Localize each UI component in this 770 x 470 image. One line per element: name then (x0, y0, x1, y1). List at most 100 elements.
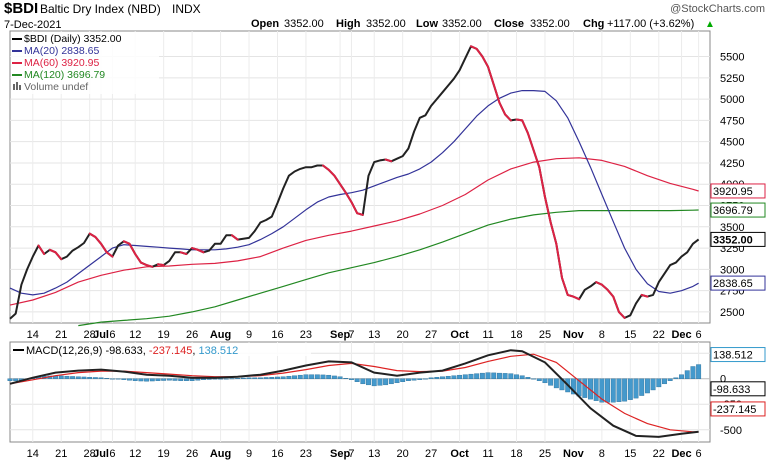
macd-legend-part: -98.633 (102, 345, 142, 357)
x-tick-label: Oct (450, 448, 469, 460)
chg-value: +117.00 (+3.62%) (607, 18, 694, 30)
macd-histogram-bar (320, 374, 326, 379)
price-down-segment (504, 113, 512, 122)
macd-histogram-bar (195, 378, 201, 381)
x-tick-label: Aug (210, 329, 231, 341)
macd-histogram-bar (371, 378, 377, 387)
macd-histogram-bar (132, 378, 138, 381)
macd-histogram-bar (593, 378, 599, 401)
price-tick-label: 4500 (720, 137, 744, 149)
price-down-segment (128, 242, 137, 256)
macd-histogram-bar (696, 364, 702, 379)
price-tick-label: 2500 (720, 307, 744, 319)
macd-histogram-bar (104, 378, 110, 379)
macd-line (9, 349, 699, 438)
macd-histogram-bar (377, 378, 383, 386)
x-tick-label: 23 (300, 329, 312, 341)
macd-histogram-bar (64, 375, 70, 379)
price-down-segment (555, 242, 564, 279)
macd-histogram-bar (81, 376, 87, 379)
macd-grid (10, 342, 710, 442)
macd-histogram-bar (656, 378, 662, 388)
price-down-segment (492, 83, 501, 104)
price-down-segment (122, 240, 131, 245)
macd-histogram-bar (275, 376, 280, 379)
macd-histogram-bar (349, 378, 354, 380)
macd-histogram-bar (519, 375, 525, 379)
close-value: 3352.00 (530, 18, 570, 30)
price-down-segment (350, 201, 359, 215)
macd-histogram-bar (149, 378, 155, 382)
volume-icon (13, 84, 15, 90)
x-tick-label: 14 (27, 448, 39, 460)
series-line-ma-60- (9, 157, 699, 306)
macd-histogram-bar (605, 378, 611, 403)
price-tick-label: 5000 (720, 94, 744, 106)
price-down-segment (333, 174, 342, 186)
macd-histogram-bar (109, 378, 115, 380)
macd-histogram-bar (212, 378, 218, 380)
price-down-segment (481, 55, 490, 68)
price-down-segment (538, 166, 546, 199)
open-label: Open (251, 18, 279, 30)
macd-histogram-bar (235, 378, 241, 379)
macd-histogram-bar (468, 373, 474, 379)
high-label: High (336, 18, 361, 30)
macd-histogram-bar (479, 372, 485, 379)
price-down-segment (145, 264, 154, 268)
macd-legend-text: MACD(12,26,9) -98.633, -237.145, 138.512 (26, 345, 238, 357)
x-tick-label: Sep (330, 329, 350, 341)
x-tick-label: 21 (55, 329, 67, 341)
price-tick-label: 4750 (720, 115, 744, 127)
macd-histogram-bar (650, 378, 656, 391)
price-down-segment (612, 295, 620, 313)
macd-histogram-bar (337, 376, 343, 379)
x-tick-label: Oct (450, 329, 469, 341)
macd-histogram-bar (13, 378, 19, 381)
macd-histogram-bar (172, 378, 178, 381)
macd-histogram-bar (451, 375, 457, 379)
macd-badge-box (710, 347, 766, 363)
macd-histogram-bar (662, 378, 667, 385)
x-tick-label: Sep (330, 448, 350, 460)
macd-histogram-bar (87, 377, 93, 379)
macd-histogram-bar (161, 378, 167, 381)
macd-histogram-bar (525, 377, 531, 379)
macd-histogram-bar (354, 378, 360, 382)
open-value: 3352.00 (284, 18, 324, 30)
x-tick-label: 18 (510, 448, 522, 460)
macd-histogram-bar (536, 378, 542, 381)
low-label: Low (416, 18, 438, 30)
macd-badges: 138.512 -98.633 -237.145 (710, 347, 766, 417)
ohlc-readout: Open 3352.00 High 3352.00 Low 3352.00 Cl… (251, 18, 715, 30)
macd-histogram-bar (7, 378, 13, 381)
macd-histogram-bar (633, 378, 639, 399)
macd-legend-box (11, 343, 311, 356)
macd-histogram-bar (252, 377, 258, 379)
x-tick-label: 15 (624, 448, 636, 460)
symbol-title: $BDI (4, 0, 38, 17)
symbol-name: Baltic Dry Index (NBD) (40, 2, 161, 16)
macd-histogram-bar (423, 378, 428, 380)
x-tick-label: 22 (653, 448, 665, 460)
macd-histogram-bar (240, 377, 246, 379)
x-tick-label: 26 (186, 329, 198, 341)
x-tick-label: 15 (624, 329, 636, 341)
price-down-segment (521, 119, 529, 135)
macd-histogram-bar (223, 378, 229, 380)
volume-icon (16, 82, 18, 90)
price-down-segment (356, 212, 364, 216)
x-tick-label: 8 (599, 448, 605, 460)
macd-histogram-bar (292, 375, 297, 379)
macd-badge-box (710, 401, 766, 417)
x-tick-label: Nov (563, 329, 585, 341)
macd-histogram-bar (644, 378, 650, 394)
price-tick-label: 3500 (720, 222, 744, 234)
price-series (9, 45, 700, 327)
macd-histogram-bar (570, 378, 576, 395)
low-value: 3352.00 (442, 18, 482, 30)
legend-entry: $BDI (Daily) 3352.00 (24, 33, 122, 45)
